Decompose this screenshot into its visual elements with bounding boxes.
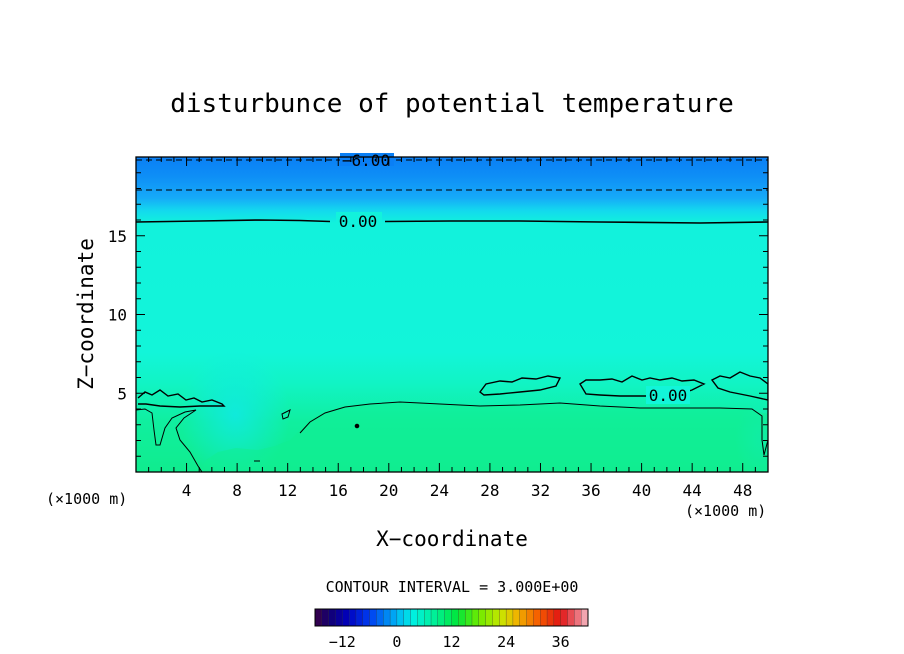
colorbar-cell bbox=[417, 608, 425, 627]
y-unit-label: (×1000 m) bbox=[46, 490, 127, 508]
colorbar-cell bbox=[403, 608, 412, 627]
colorbar-cell bbox=[335, 608, 343, 627]
x-tick-label: 28 bbox=[480, 481, 499, 500]
contour-line-zero-right-blob-2 bbox=[579, 375, 706, 397]
colorbar-cell bbox=[410, 608, 418, 627]
x-tick-labels: 4 8 12 16 20 24 28 32 36 40 44 48 bbox=[182, 481, 753, 500]
colorbar-cell bbox=[512, 608, 521, 627]
colorbar-cell bbox=[328, 608, 336, 627]
contour-lines bbox=[136, 159, 768, 472]
colorbar-cell bbox=[499, 608, 507, 627]
chart-title: disturbunce of potential temperature bbox=[170, 89, 734, 119]
x-tick-label: 16 bbox=[329, 481, 348, 500]
plot-field bbox=[136, 157, 768, 472]
colorbar-cell bbox=[369, 608, 377, 627]
colorbar-cell bbox=[464, 608, 473, 627]
contour-line-zero-right-blob-3 bbox=[710, 371, 768, 401]
contour-line-near-surface bbox=[136, 401, 768, 472]
y-tick-label: 10 bbox=[108, 306, 127, 325]
colorbar-tick-label: 12 bbox=[442, 633, 460, 651]
colorbar-cell bbox=[560, 608, 568, 627]
x-tick-label: 8 bbox=[232, 481, 242, 500]
colorbar-cell bbox=[362, 608, 371, 627]
colorbar-tick-label: 36 bbox=[552, 633, 570, 651]
colorbar-cell bbox=[355, 608, 364, 627]
colorbar-cell bbox=[314, 608, 323, 627]
colorbar-tick-label: 24 bbox=[497, 633, 515, 651]
contour-interval-text: CONTOUR INTERVAL = 3.000E+00 bbox=[326, 578, 579, 596]
colorbar-tick-label: −12 bbox=[329, 633, 356, 651]
colorbar-cell bbox=[526, 608, 534, 627]
colorbar-cell bbox=[519, 608, 528, 627]
colorbar-tick-labels: −12 0 12 24 36 bbox=[329, 633, 570, 651]
x-tick-label: 20 bbox=[379, 481, 398, 500]
colorbar-cell bbox=[383, 608, 391, 627]
x-tick-label: 12 bbox=[278, 481, 297, 500]
colorbar-cell bbox=[396, 608, 405, 627]
x-tick-label: 44 bbox=[683, 481, 702, 500]
colorbar-cell bbox=[485, 608, 493, 627]
x-tick-label: 24 bbox=[430, 481, 449, 500]
colorbar-cell bbox=[444, 608, 452, 627]
axis-ticks bbox=[136, 157, 768, 472]
contour-line-zero-right-blob-1 bbox=[479, 375, 562, 396]
colorbar bbox=[314, 608, 589, 627]
colorbar-cell bbox=[451, 608, 459, 627]
colorbar-cell bbox=[348, 608, 357, 627]
colorbar-cell bbox=[567, 608, 575, 627]
contour-line-zero-upper bbox=[136, 219, 768, 224]
colorbar-cell bbox=[424, 608, 432, 627]
colorbar-cell bbox=[553, 608, 562, 627]
contour-dot bbox=[354, 423, 360, 429]
colorbar-cell bbox=[430, 608, 439, 627]
colorbar-tick-label: 0 bbox=[392, 633, 401, 651]
colorbar-cell bbox=[389, 608, 398, 627]
colorbar-cell bbox=[376, 608, 384, 627]
colorbar-cell bbox=[540, 608, 548, 627]
colorbar-cell bbox=[342, 608, 350, 627]
x-tick-label: 40 bbox=[632, 481, 651, 500]
colorbar-cell bbox=[471, 608, 480, 627]
x-tick-label: 32 bbox=[531, 481, 550, 500]
x-tick-label: 4 bbox=[182, 481, 192, 500]
colorbar-cell bbox=[478, 608, 487, 627]
colorbar-cell bbox=[546, 608, 555, 627]
colorbar-cell bbox=[581, 608, 589, 627]
x-unit-label: (×1000 m) bbox=[685, 502, 766, 520]
x-tick-label: 36 bbox=[581, 481, 600, 500]
colorbar-cell bbox=[321, 608, 330, 627]
colorbar-cell bbox=[533, 608, 541, 627]
contour-line-small-cell bbox=[281, 409, 291, 420]
x-tick-label: 48 bbox=[733, 481, 752, 500]
x-axis-label: X−coordinate bbox=[376, 527, 528, 551]
y-tick-label: 15 bbox=[108, 227, 127, 246]
contour-labels: 0.00 0.00 −6.00 bbox=[336, 151, 690, 405]
y-axis-label: Z−coordinate bbox=[74, 238, 98, 390]
colorbar-cell bbox=[437, 608, 446, 627]
contour-label-zero-lower: 0.00 bbox=[649, 386, 688, 405]
colorbar-cell bbox=[492, 608, 500, 627]
y-tick-labels: 5 10 15 bbox=[108, 227, 127, 404]
colorbar-cell bbox=[505, 608, 514, 627]
colorbar-cell bbox=[574, 608, 582, 627]
colorbar-cell bbox=[458, 608, 466, 627]
contour-label-neg-top: −6.00 bbox=[342, 151, 390, 170]
contour-label-zero-upper: 0.00 bbox=[339, 212, 378, 231]
y-tick-label: 5 bbox=[117, 384, 127, 403]
contour-line-zero-left-blob bbox=[137, 389, 226, 408]
colorbar-frame bbox=[314, 608, 589, 627]
